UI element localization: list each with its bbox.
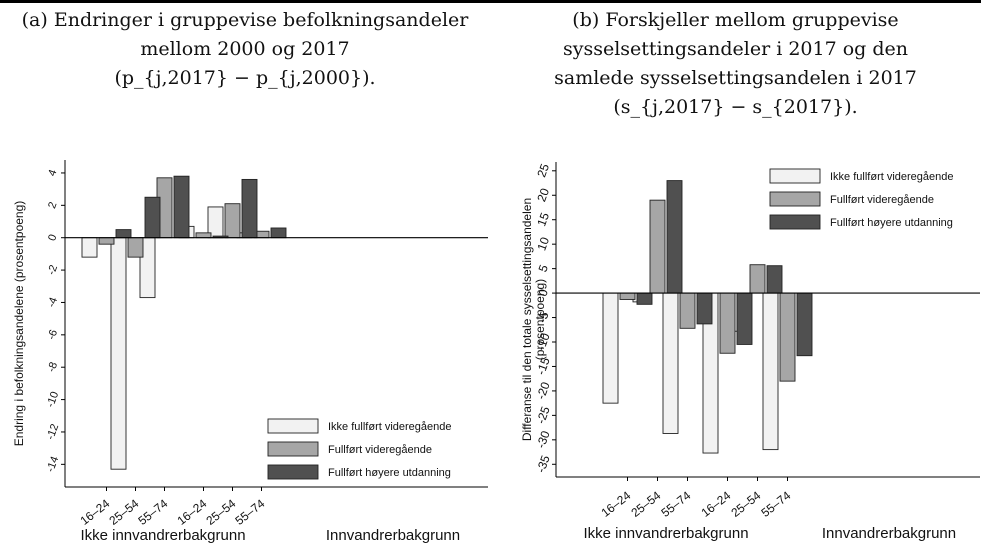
bar <box>649 199 666 294</box>
bar <box>270 227 287 239</box>
legend-swatch <box>769 191 821 207</box>
bar <box>110 237 127 470</box>
legend-label: Fullført videregående <box>830 194 934 206</box>
legend-label: Fullført høyere utdanning <box>830 217 953 229</box>
group-label: Innvandrerbakgrunn <box>326 527 460 544</box>
bar <box>144 196 161 239</box>
bar <box>619 292 636 300</box>
bar <box>749 264 766 294</box>
y-axis-label: Endring i befolkningsandelene (prosentpo… <box>12 201 26 447</box>
legend-label: Ikke fullført videregående <box>328 421 452 433</box>
bar <box>762 292 779 451</box>
top-rule <box>0 0 981 3</box>
y-tick-label: -8 <box>46 361 61 374</box>
y-tick-label: 5 <box>536 263 552 274</box>
x-tick-label: 55–74 <box>232 496 267 528</box>
bar <box>195 232 212 239</box>
bar <box>636 292 653 305</box>
bar <box>602 292 619 404</box>
panel-b-title-line: (b) Forskjeller mellom gruppevise <box>572 9 899 31</box>
chart-panel-a: 4 2 0 -2 -4 -6 -8 -10 -12 -14 Endring i befolkning… <box>12 160 488 544</box>
bar <box>736 292 753 345</box>
y-tick-label: 20 <box>534 186 552 204</box>
bar <box>127 237 144 258</box>
group-label: Ikke innvandrerbakgrunn <box>583 525 748 542</box>
y-tick-label: -5 <box>535 310 552 325</box>
chart-panel-b: 25 20 15 10 5 0 -5 -10 -15 -20 -25 -30 -35Differanse… <box>520 162 980 542</box>
y-tick-label: -4 <box>46 296 61 309</box>
y-tick-label: -15 <box>534 355 553 376</box>
y-tick-label: -25 <box>534 404 553 425</box>
panel-a-title-line: (a) Endringer i gruppevise befolkningsan… <box>21 9 469 31</box>
bar <box>779 292 796 382</box>
panel-b-title: (b) Forskjeller mellom gruppevise syssel… <box>490 6 981 122</box>
panel-b-title-line: samlede sysselsettingsandelen i 2017 <box>554 67 917 89</box>
legend-label: Ikke fullført videregående <box>830 171 954 183</box>
y-axis-label: Differanse til den totale sysselsettings… <box>520 198 534 441</box>
bar <box>796 292 813 357</box>
bar <box>98 237 115 245</box>
x-tick-label: 25–54 <box>728 488 763 520</box>
panel-b-title-line: sysselsettingsandeler i 2017 og den <box>562 38 908 60</box>
legend-swatch <box>267 418 319 434</box>
y-tick-label: -2 <box>46 263 61 276</box>
bar <box>81 237 98 258</box>
legend-label: Fullført videregående <box>328 444 432 456</box>
y-tick-label: -6 <box>46 328 61 341</box>
y-tick-label: 0 <box>536 287 552 298</box>
panel-a-title: (a) Endringer i gruppevise befolkningsan… <box>0 6 490 93</box>
y-tick-label: 10 <box>534 235 552 253</box>
panel-a-title-line: mellom 2000 og 2017 <box>140 38 350 60</box>
y-tick-label: 2 <box>46 200 59 210</box>
x-tick-label: 16–24 <box>77 496 112 528</box>
x-tick-label: 55–74 <box>658 488 693 520</box>
bar <box>115 229 132 239</box>
y-tick-label: 15 <box>534 210 552 228</box>
y-tick-label: -10 <box>534 331 553 352</box>
y-tick-label: -30 <box>534 429 553 450</box>
x-tick-label: 25–54 <box>628 488 663 520</box>
x-tick-label: 55–74 <box>135 496 170 528</box>
panel-b-title-line: (s_{j,2017} − s_{2017}). <box>613 96 858 118</box>
bar <box>224 203 241 239</box>
bar <box>173 175 190 239</box>
legend-swatch <box>267 464 319 480</box>
legend-swatch <box>267 441 319 457</box>
y-tick-label: 25 <box>534 162 552 180</box>
x-tick-label: 55–74 <box>758 488 793 520</box>
legend-swatch <box>769 214 821 230</box>
y-tick-label: -12 <box>45 422 62 441</box>
y-tick-label: -10 <box>45 390 62 409</box>
y-tick-label: 4 <box>46 168 59 178</box>
y-tick-label: -35 <box>534 453 553 474</box>
x-tick-label: 16–24 <box>698 488 733 520</box>
legend-swatch <box>769 168 821 184</box>
x-tick-label: 16–24 <box>174 496 209 528</box>
x-tick-label: 16–24 <box>598 488 633 520</box>
group-label: Ikke innvandrerbakgrunn <box>80 527 245 544</box>
group-label: Innvandrerbakgrunn <box>822 525 956 542</box>
y-tick-label: -14 <box>45 455 62 474</box>
panel-a-title-line: (p_{j,2017} − p_{j,2000}). <box>114 67 376 89</box>
bar <box>241 178 258 239</box>
bar <box>766 265 783 294</box>
bar <box>662 292 679 434</box>
y-tick-label: -20 <box>534 380 553 401</box>
bar <box>696 292 713 325</box>
x-tick-label: 25–54 <box>106 496 141 528</box>
y-tick-label: 0 <box>46 233 59 243</box>
bar <box>679 292 696 329</box>
y-axis-label: (prosentpoeng) <box>533 279 547 360</box>
bar <box>666 180 683 294</box>
legend-label: Fullført høyere utdanning <box>328 467 451 479</box>
x-tick-label: 25–54 <box>203 496 238 528</box>
bar <box>719 292 736 354</box>
